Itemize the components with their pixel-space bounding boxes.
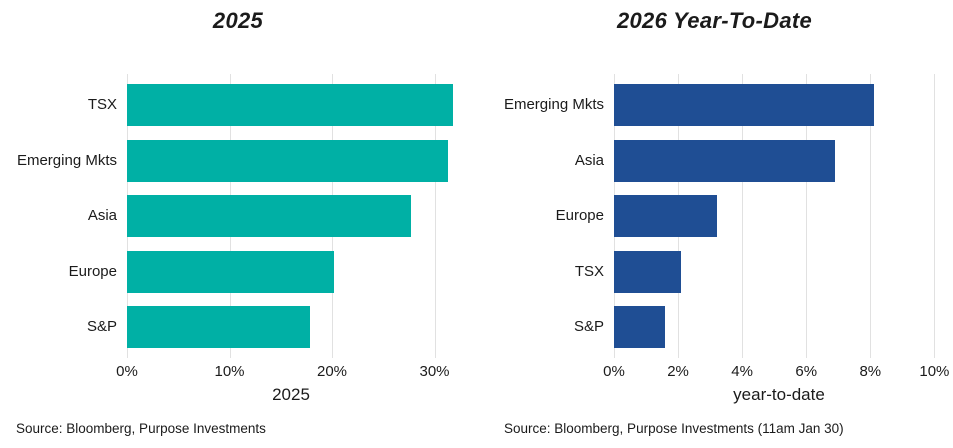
x-axis-tick-label: 10% (919, 363, 950, 380)
gridline (434, 74, 436, 358)
chart-2025-panel: 2025 TSX Emerging Mkts Asia Europe S&P 0% 10%… (0, 0, 476, 448)
bar (614, 250, 682, 293)
gridline (742, 74, 744, 358)
y-axis-label: Europe (555, 207, 604, 224)
x-axis-tick-label: 4% (731, 363, 753, 380)
gridline (934, 74, 936, 358)
x-axis-tick-label: 30% (419, 363, 450, 380)
x-axis-tick-label: 0% (603, 363, 625, 380)
y-axis-label: Emerging Mkts (16, 151, 117, 169)
plot-area: 0% 10% 20% 30% (116, 74, 455, 380)
x-axis-title: year-to-date (733, 385, 825, 404)
y-axis-label: Emerging Mkts (503, 96, 604, 113)
x-axis-tick-label: 0% (116, 363, 138, 380)
source-note: Source: Bloomberg, Purpose Investments (16, 421, 266, 436)
chart-title: 2026 Year-To-Date (616, 8, 813, 33)
y-axis-label: TSX (87, 96, 117, 113)
bar (127, 84, 453, 126)
bar (127, 139, 448, 182)
gridline (870, 74, 872, 358)
bar (614, 84, 874, 126)
x-axis-tick-label: 20% (316, 363, 348, 380)
y-axis-labels: Emerging Mkts Asia Europe TSX S&P (476, 74, 614, 352)
bar (614, 195, 717, 237)
y-axis-label: Europe (68, 262, 117, 280)
chart-title: 2025 (212, 8, 264, 33)
y-axis-label: Asia (87, 207, 117, 224)
bar (614, 139, 836, 182)
plot-area: 0% 2% 4% 6% 8% 10% (603, 74, 949, 380)
x-axis-title: 2025 (272, 385, 310, 404)
bar (127, 306, 311, 348)
chart-body: TSX Emerging Mkts Asia Europe S&P 0% 10% 20% 30… (0, 74, 455, 380)
x-axis-tick-label: 8% (859, 363, 882, 380)
y-axis-label: S&P (573, 318, 604, 335)
gridline (806, 74, 808, 358)
x-axis-tick-label: 10% (214, 363, 245, 380)
y-axis-label: TSX (574, 262, 604, 280)
y-axis-label: Asia (574, 151, 604, 169)
x-axis-tick-label: 6% (795, 363, 818, 380)
y-axis-labels: TSX Emerging Mkts Asia Europe S&P (0, 74, 127, 352)
bars (127, 74, 455, 348)
chart-body: Emerging Mkts Asia Europe TSX S&P 0% 2% 4% 6% 8%… (476, 74, 949, 380)
bar (127, 250, 335, 293)
bars (614, 74, 944, 348)
x-axis-tick-label: 2% (667, 363, 689, 380)
bar (614, 306, 666, 348)
bar (127, 195, 411, 237)
chart-2026-ytd-panel: 2026 Year-To-Date Emerging Mkts Asia Europ… (476, 0, 953, 448)
source-note: Source: Bloomberg, Purpose Investments (… (504, 421, 844, 436)
y-axis-label: S&P (86, 318, 117, 335)
